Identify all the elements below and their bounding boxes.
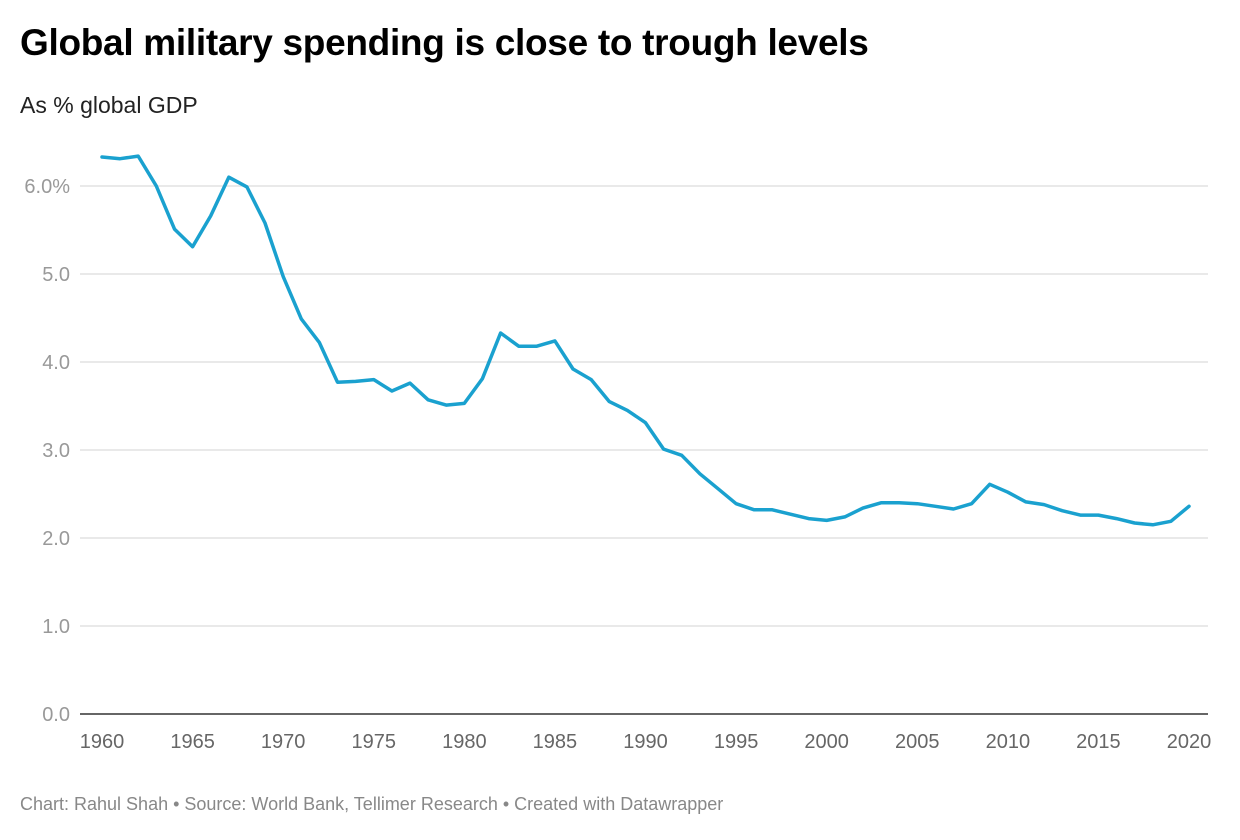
data-point-1988 bbox=[608, 400, 611, 403]
x-tick-label: 1995 bbox=[714, 731, 759, 753]
y-tick-label: 6.0% bbox=[24, 176, 70, 198]
data-point-1970 bbox=[282, 275, 285, 278]
data-point-2020 bbox=[1188, 505, 1191, 508]
data-point-1989 bbox=[626, 409, 629, 412]
x-tick-label: 1965 bbox=[170, 731, 215, 753]
y-tick-label: 3.0 bbox=[42, 440, 70, 462]
data-point-2016 bbox=[1115, 517, 1118, 520]
data-point-2008 bbox=[970, 502, 973, 505]
x-tick-label: 1980 bbox=[442, 731, 487, 753]
data-point-1964 bbox=[173, 228, 176, 231]
data-point-1978 bbox=[427, 398, 430, 401]
data-point-1998 bbox=[789, 513, 792, 516]
data-point-1973 bbox=[336, 381, 339, 384]
data-point-1965 bbox=[191, 245, 194, 248]
chart-title: Global military spending is close to tro… bbox=[20, 22, 869, 63]
chart-subtitle: As % global GDP bbox=[20, 92, 198, 118]
data-point-1976 bbox=[390, 390, 393, 393]
data-point-2009 bbox=[988, 483, 991, 486]
data-point-1987 bbox=[590, 378, 593, 381]
data-point-1994 bbox=[716, 487, 719, 490]
y-tick-label: 2.0 bbox=[42, 528, 70, 550]
data-point-2015 bbox=[1097, 514, 1100, 517]
data-point-2011 bbox=[1024, 500, 1027, 503]
data-point-2012 bbox=[1043, 503, 1046, 506]
data-point-2006 bbox=[934, 505, 937, 508]
chart-footer: Chart: Rahul Shah • Source: World Bank, … bbox=[20, 794, 724, 814]
data-point-2013 bbox=[1061, 509, 1064, 512]
data-point-1999 bbox=[807, 517, 810, 520]
x-tick-label: 2015 bbox=[1076, 731, 1121, 753]
data-point-1969 bbox=[264, 221, 267, 224]
x-tick-label: 2005 bbox=[895, 731, 940, 753]
data-point-1981 bbox=[481, 377, 484, 380]
y-tick-label: 4.0 bbox=[42, 352, 70, 374]
x-tick-label: 1990 bbox=[623, 731, 668, 753]
x-tick-label: 2000 bbox=[804, 731, 849, 753]
data-point-2003 bbox=[880, 501, 883, 504]
data-point-1972 bbox=[318, 341, 321, 344]
x-axis-ticks: 1960 1965 1970 1975 1980 1985 1990 1995 2000 2005… bbox=[80, 731, 1212, 753]
data-point-2005 bbox=[916, 502, 919, 505]
data-point-1993 bbox=[698, 472, 701, 475]
data-point-1984 bbox=[535, 345, 538, 348]
data-point-1983 bbox=[517, 345, 520, 348]
data-point-1967 bbox=[227, 176, 230, 179]
data-point-1962 bbox=[137, 155, 140, 158]
data-point-2019 bbox=[1169, 520, 1172, 523]
x-tick-label: 1975 bbox=[352, 731, 397, 753]
data-point-2010 bbox=[1006, 491, 1009, 494]
x-tick-label: 1960 bbox=[80, 731, 125, 753]
gridlines bbox=[80, 185, 1208, 715]
x-tick-label: 2020 bbox=[1167, 731, 1212, 753]
y-tick-label: 0.0 bbox=[42, 704, 70, 726]
x-tick-label: 2010 bbox=[986, 731, 1031, 753]
data-point-1995 bbox=[735, 502, 738, 505]
data-point-1996 bbox=[753, 508, 756, 511]
data-point-2018 bbox=[1151, 523, 1154, 526]
series-layer bbox=[100, 154, 1191, 527]
data-point-1961 bbox=[119, 157, 122, 160]
x-tick-label: 1985 bbox=[533, 731, 578, 753]
y-tick-label: 5.0 bbox=[42, 264, 70, 286]
data-point-2000 bbox=[825, 519, 828, 522]
data-point-1979 bbox=[445, 404, 448, 407]
data-point-1980 bbox=[463, 402, 466, 405]
data-point-1985 bbox=[553, 339, 556, 342]
data-point-1991 bbox=[662, 448, 665, 451]
data-point-1974 bbox=[354, 380, 357, 383]
data-point-1963 bbox=[155, 185, 158, 188]
data-point-1982 bbox=[499, 331, 502, 334]
data-point-1997 bbox=[771, 508, 774, 511]
data-point-2017 bbox=[1133, 522, 1136, 525]
data-point-1968 bbox=[245, 185, 248, 188]
data-point-2001 bbox=[843, 515, 846, 518]
y-tick-label: 1.0 bbox=[42, 616, 70, 638]
data-point-2014 bbox=[1079, 514, 1082, 517]
data-point-1966 bbox=[209, 214, 212, 217]
x-tick-label: 1970 bbox=[261, 731, 306, 753]
data-point-1977 bbox=[408, 382, 411, 385]
data-point-2002 bbox=[861, 507, 864, 510]
data-point-1992 bbox=[680, 454, 683, 457]
data-point-1986 bbox=[572, 368, 575, 371]
data-point-1990 bbox=[644, 421, 647, 424]
data-point-1975 bbox=[372, 378, 375, 381]
data-point-2004 bbox=[898, 501, 901, 504]
series-line bbox=[100, 154, 1191, 527]
data-point-1960 bbox=[101, 155, 104, 158]
data-point-2007 bbox=[952, 507, 955, 510]
data-point-1971 bbox=[300, 317, 303, 320]
y-axis-ticks: 0.0 1.0 2.0 3.0 4.0 5.0 6.0% bbox=[24, 176, 70, 726]
